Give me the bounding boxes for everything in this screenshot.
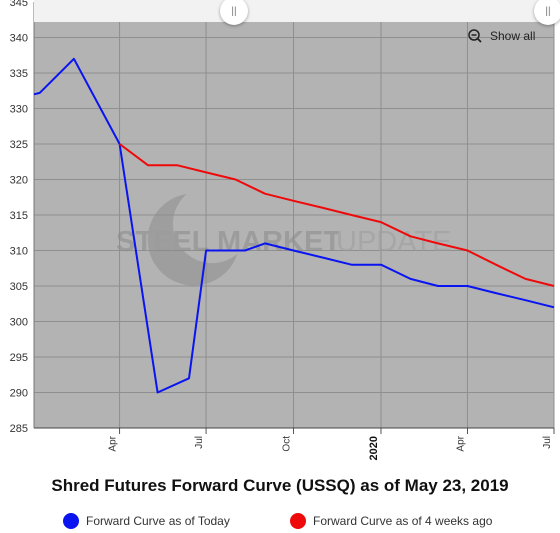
watermark-swoosh: [147, 194, 238, 286]
y-tick-label: 325: [10, 139, 28, 151]
legend-label: Forward Curve as of Today: [86, 514, 230, 528]
x-tick-label: Apr: [108, 435, 119, 451]
y-tick-label: 310: [10, 246, 28, 258]
legend: Forward Curve as of Today Forward Curve …: [0, 513, 560, 533]
watermark-logo: STEEL MARKET UPDATE: [116, 194, 451, 286]
series-line-4-weeks-ago: [119, 143, 555, 287]
y-tick-label: 290: [10, 388, 28, 400]
x-tick-label: Jul: [542, 436, 553, 449]
legend-item-4-weeks-ago[interactable]: Forward Curve as of 4 weeks ago: [290, 513, 492, 529]
x-tick-label: Apr: [455, 435, 466, 451]
y-tick-label: 300: [10, 317, 28, 329]
y-tick-label: 320: [10, 175, 28, 187]
x-axis-tick-labels: Apr Jul Oct 2020 Apr Jul: [108, 435, 553, 460]
y-tick-label: 305: [10, 281, 28, 293]
show-all-label: Show all: [490, 29, 536, 43]
y-tick-label: 295: [10, 352, 28, 364]
legend-swatch-today: [63, 513, 79, 529]
y-tick-label: 335: [10, 68, 28, 80]
y-tick-label: 330: [10, 104, 28, 116]
handle-grip-icon: ||: [231, 5, 237, 17]
handle-grip-icon: ||: [545, 5, 551, 17]
y-tick-label: 315: [10, 210, 28, 222]
range-handle-left[interactable]: ||: [220, 0, 248, 25]
legend-label: Forward Curve as of 4 weeks ago: [313, 514, 493, 528]
y-tick-label: 285: [10, 423, 28, 435]
range-scrollbar[interactable]: || ||: [34, 0, 560, 25]
range-handle-right[interactable]: ||: [534, 0, 560, 25]
series-lines: [33, 57, 555, 394]
x-tick-label: Jul: [194, 436, 205, 449]
y-tick-label: 345: [10, 0, 28, 9]
zoom-out-icon: [468, 29, 482, 43]
legend-item-today[interactable]: Forward Curve as of Today: [63, 513, 230, 529]
y-axis-tick-labels: 285 290 295 300 305 310 315 320 325 330 335 340 345: [10, 0, 28, 435]
chart-title: Shred Futures Forward Curve (USSQ) as of…: [51, 476, 509, 495]
axes: [33, 2, 554, 429]
x-tick-label: 2020: [368, 436, 380, 460]
x-tick-label: Oct: [282, 436, 293, 452]
forward-curve-chart: STEEL MARKET UPDATE 285 290 295 300 305 310 31…: [10, 0, 555, 460]
show-all-button[interactable]: Show all: [468, 29, 535, 43]
legend-swatch-4-weeks-ago: [290, 513, 306, 529]
y-tick-label: 340: [10, 33, 28, 45]
